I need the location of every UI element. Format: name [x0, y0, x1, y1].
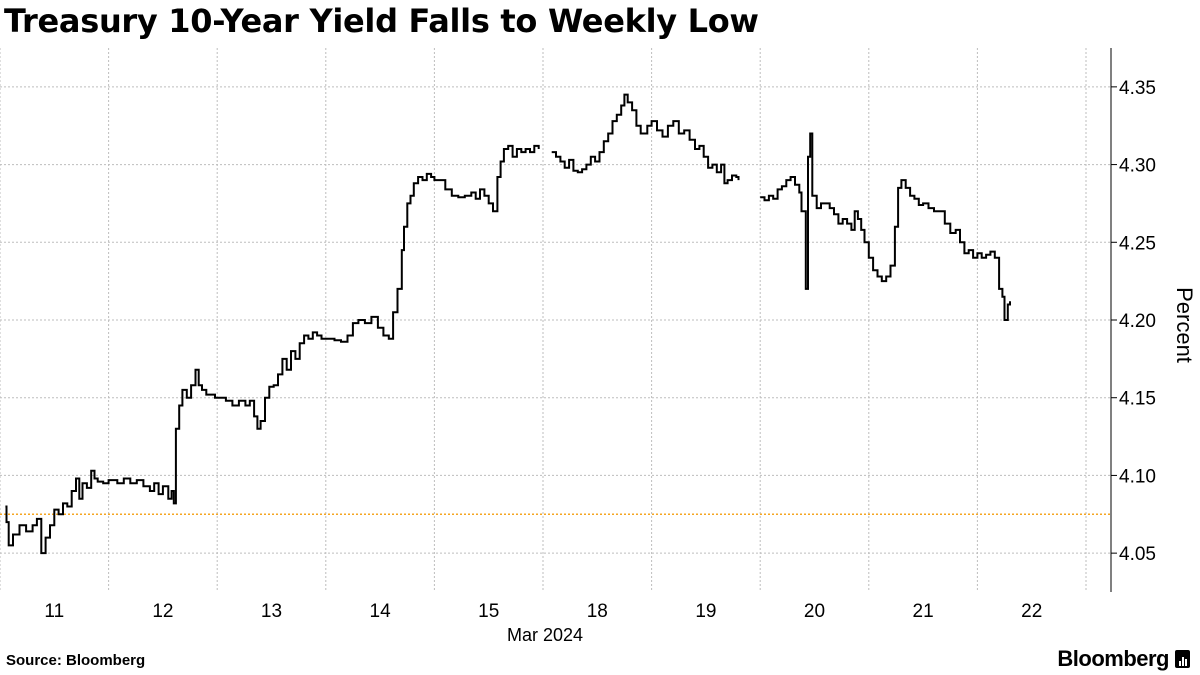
y-tick-label: 4.25 [1119, 233, 1156, 254]
x-tick-label: 15 [478, 601, 499, 622]
x-axis-label: Mar 2024 [507, 625, 583, 645]
source-note: Source: Bloomberg [6, 652, 146, 669]
y-tick-label: 4.35 [1119, 78, 1156, 99]
brand-name: Bloomberg [1057, 646, 1169, 671]
y-tick-label: 4.05 [1119, 544, 1156, 565]
y-axis: 4.05 4.10 4.15 4.20 4.25 4.30 4.35 [1110, 48, 1156, 592]
x-tick-label: 20 [804, 601, 825, 622]
x-tick-label: 11 [44, 601, 64, 622]
y-tick-label: 4.15 [1119, 389, 1156, 410]
y-tick-label: 4.20 [1119, 311, 1156, 332]
y-axis-label: Percent [1172, 287, 1197, 363]
brand-logo: Bloomberg [1057, 646, 1190, 672]
x-tick-label: 13 [261, 601, 282, 622]
bloomberg-terminal-icon [1175, 650, 1190, 668]
x-axis: 11 12 13 14 15 18 19 20 21 22 [44, 601, 1042, 622]
x-tick-label: 22 [1021, 601, 1042, 622]
series-line-segment [760, 132, 1011, 321]
x-tick-label: 19 [695, 601, 716, 622]
x-tick-label: 18 [587, 601, 608, 622]
y-tick-label: 4.30 [1119, 156, 1156, 177]
horizontal-gridlines [0, 86, 1111, 554]
x-tick-label: 12 [152, 601, 173, 622]
x-tick-label: 21 [913, 601, 934, 622]
y-tick-label: 4.10 [1119, 466, 1156, 487]
x-tick-label: 14 [370, 601, 392, 622]
chart-title: Treasury 10-Year Yield Falls to Weekly L… [4, 2, 759, 40]
series-group [5, 93, 1011, 555]
series-line-segment [5, 144, 540, 555]
vertical-gridlines [0, 48, 1087, 592]
series-line-segment [551, 93, 740, 185]
